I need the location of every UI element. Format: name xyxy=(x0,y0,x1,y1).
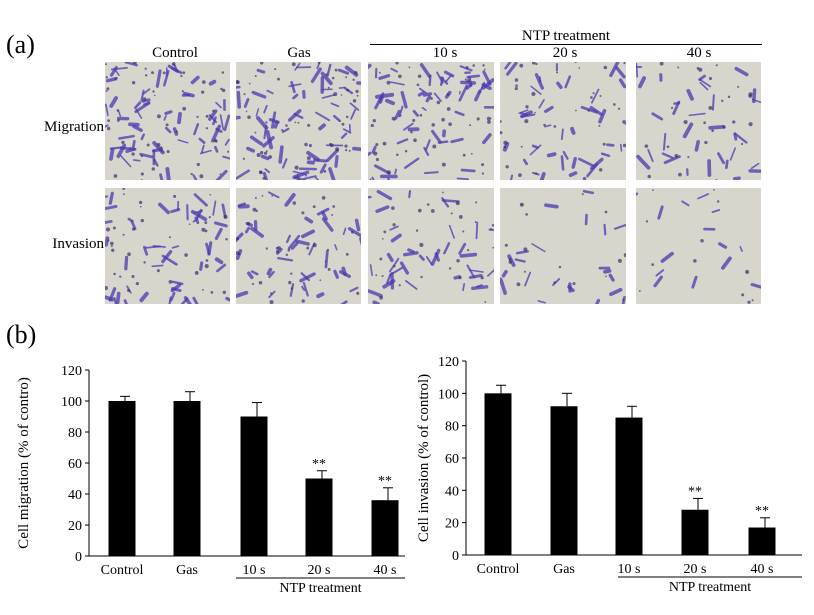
invasion-ytick-label: 60 xyxy=(445,452,459,467)
migration-significance: ** xyxy=(312,457,326,472)
migration-chart: 0 20 40 60 80 100 120 Cell migration (% of cont… xyxy=(16,364,405,596)
invasion-ylabel: Cell invasion (% of control) xyxy=(416,374,432,542)
invasion-bar xyxy=(484,393,512,555)
col-label-40s: 40 s xyxy=(686,45,712,61)
micrograph-migration-4 xyxy=(636,62,761,180)
col-label-10s: 10 s xyxy=(432,45,458,61)
micrograph-invasion-3 xyxy=(500,188,626,304)
invasion-category-label: Gas xyxy=(553,562,575,577)
migration-bar xyxy=(371,500,399,556)
invasion-category-label: 10 s xyxy=(618,562,641,577)
migration-group-label: NTP treatment xyxy=(279,581,361,596)
migration-category-label: 40 s xyxy=(374,563,397,578)
col-label-control: Control xyxy=(152,45,198,61)
invasion-bar xyxy=(748,527,776,555)
panel-a-label: (a) xyxy=(6,30,35,59)
invasion-bar xyxy=(615,417,643,555)
invasion-ytick-label: 40 xyxy=(445,484,459,499)
invasion-category-label: Control xyxy=(477,562,520,577)
migration-ytick-label: 80 xyxy=(68,426,82,441)
migration-bar xyxy=(173,401,201,556)
invasion-significance: ** xyxy=(688,484,702,499)
col-label-gas: Gas xyxy=(287,45,311,61)
migration-bar xyxy=(108,401,136,556)
invasion-chart: 0 20 40 60 80 100 120 Cell invasion (% of contr… xyxy=(416,355,802,595)
row-label-invasion: Invasion xyxy=(52,236,104,252)
migration-ylabel: Cell migration (% of contro) xyxy=(16,377,32,549)
invasion-bar xyxy=(681,509,709,555)
migration-ytick-label: 40 xyxy=(68,488,82,503)
migration-category-label: 20 s xyxy=(308,563,331,578)
micrograph-invasion-4 xyxy=(636,188,761,304)
invasion-ytick-label: 100 xyxy=(438,387,459,402)
invasion-ytick-label: 20 xyxy=(445,517,459,532)
micrograph-migration-1 xyxy=(236,62,361,180)
migration-ytick-label: 20 xyxy=(68,519,82,534)
ntp-header-line xyxy=(370,44,762,45)
micrograph-invasion-0 xyxy=(105,188,230,304)
migration-category-label: 10 s xyxy=(243,563,266,578)
invasion-ytick-label: 120 xyxy=(438,355,459,370)
migration-bar xyxy=(305,478,333,556)
micrograph-migration-0 xyxy=(105,62,230,180)
migration-ytick-label: 0 xyxy=(75,550,82,565)
micrograph-invasion-2 xyxy=(368,188,494,304)
invasion-category-label: 40 s xyxy=(751,562,774,577)
panel-b-label: (b) xyxy=(6,320,37,349)
micrograph-invasion-1 xyxy=(236,188,361,304)
migration-bar xyxy=(240,416,268,556)
invasion-group-label: NTP treatment xyxy=(669,580,751,595)
invasion-significance: ** xyxy=(755,504,769,519)
row-label-migration: Migration xyxy=(44,119,104,135)
migration-significance: ** xyxy=(378,474,392,489)
micrograph-migration-2 xyxy=(368,62,494,180)
col-label-20s: 20 s xyxy=(552,45,578,61)
migration-category-label: Control xyxy=(101,563,144,578)
micrograph-migration-3 xyxy=(500,62,626,180)
migration-ytick-label: 120 xyxy=(61,364,82,379)
invasion-ytick-label: 0 xyxy=(452,549,459,564)
migration-ytick-label: 100 xyxy=(61,395,82,410)
invasion-bar xyxy=(550,406,578,555)
invasion-category-label: 20 s xyxy=(684,562,707,577)
migration-ytick-label: 60 xyxy=(68,457,82,472)
migration-category-label: Gas xyxy=(176,563,198,578)
invasion-ytick-label: 80 xyxy=(445,420,459,435)
ntp-header: NTP treatment xyxy=(521,28,611,44)
